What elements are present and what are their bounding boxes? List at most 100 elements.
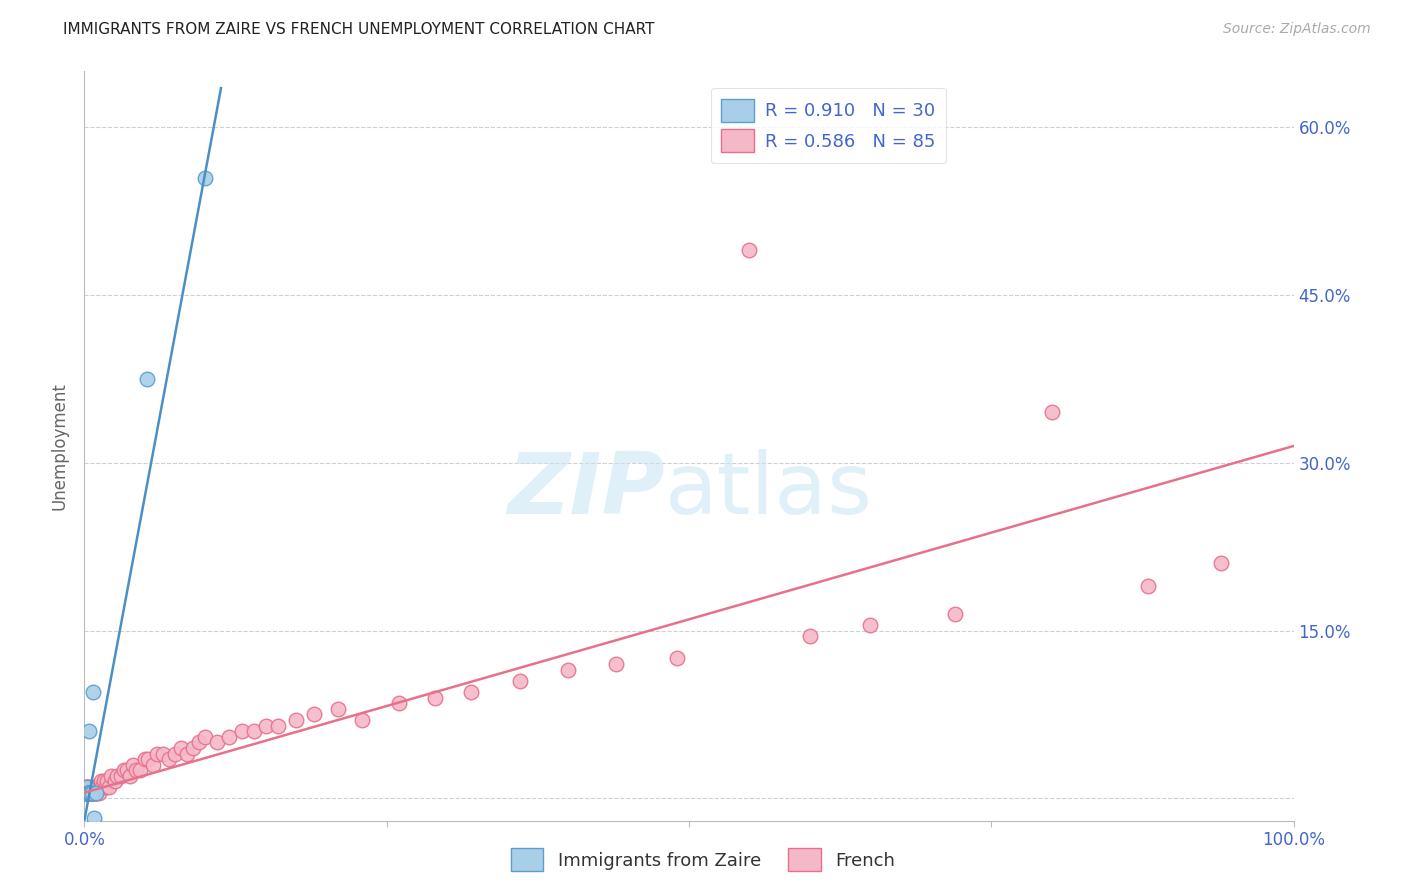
Point: [194, 170, 217, 185]
Point: [75, 780, 97, 794]
Point: [100, 769, 122, 783]
Point: [97, 780, 120, 794]
Point: [328, 702, 350, 716]
Point: [146, 747, 169, 761]
Point: [93, 774, 115, 789]
Point: [96, 774, 118, 789]
Point: [87, 786, 110, 800]
Point: [77, 786, 100, 800]
Point: [136, 372, 159, 386]
Point: [104, 774, 127, 789]
Point: [75, 786, 97, 800]
Point: [77, 786, 100, 800]
Point: [231, 724, 253, 739]
Point: [80, 786, 103, 800]
Point: [86, 780, 108, 794]
Point: [77, 786, 100, 800]
Point: [80, 786, 103, 800]
Point: [82, 685, 104, 699]
Point: [79, 786, 101, 800]
Point: [242, 724, 264, 739]
Point: [83, 786, 105, 800]
Point: [138, 752, 160, 766]
Point: [77, 786, 100, 800]
Point: [460, 685, 482, 699]
Point: [509, 673, 531, 688]
Point: [86, 780, 108, 794]
Point: [79, 786, 101, 800]
Point: [218, 730, 240, 744]
Text: atlas: atlas: [665, 450, 873, 533]
Point: [76, 786, 98, 800]
Point: [94, 780, 117, 794]
Point: [605, 657, 627, 671]
Point: [129, 764, 152, 778]
Point: [799, 629, 821, 643]
Point: [738, 244, 761, 258]
Point: [82, 780, 104, 794]
Point: [557, 663, 579, 677]
Point: [121, 757, 143, 772]
Point: [79, 786, 101, 800]
Point: [157, 752, 180, 766]
Point: [112, 764, 135, 778]
Point: [352, 713, 374, 727]
Point: [76, 786, 98, 800]
Point: [83, 786, 105, 800]
Point: [79, 786, 101, 800]
Point: [423, 690, 446, 705]
Point: [79, 786, 101, 800]
Legend: R = 0.910   N = 30, R = 0.586   N = 85: R = 0.910 N = 30, R = 0.586 N = 85: [710, 88, 946, 163]
Point: [76, 786, 98, 800]
Point: [110, 769, 132, 783]
Point: [194, 730, 217, 744]
Point: [80, 786, 103, 800]
Point: [943, 607, 966, 621]
Point: [76, 786, 98, 800]
Point: [83, 811, 105, 825]
Point: [1209, 557, 1232, 571]
Point: [84, 786, 107, 800]
Point: [77, 786, 100, 800]
Point: [79, 786, 101, 800]
Point: [134, 752, 156, 766]
Point: [76, 786, 98, 800]
Point: [91, 780, 114, 794]
Point: [152, 747, 174, 761]
Point: [77, 786, 100, 800]
Point: [859, 618, 882, 632]
Point: [176, 747, 198, 761]
Point: [89, 780, 111, 794]
Point: [77, 786, 100, 800]
Point: [115, 764, 138, 778]
Point: [77, 786, 100, 800]
Point: [120, 769, 142, 783]
Point: [105, 769, 128, 783]
Point: [170, 741, 193, 756]
Point: [86, 786, 108, 800]
Point: [1040, 405, 1063, 419]
Point: [76, 786, 98, 800]
Point: [86, 786, 108, 800]
Point: [165, 747, 187, 761]
Point: [75, 786, 97, 800]
Legend: Immigrants from Zaire, French: Immigrants from Zaire, French: [503, 841, 903, 879]
Point: [77, 786, 100, 800]
Point: [302, 707, 325, 722]
Point: [75, 786, 97, 800]
Point: [77, 780, 100, 794]
Point: [665, 651, 688, 665]
Point: [77, 786, 100, 800]
Point: [1137, 579, 1160, 593]
Point: [77, 724, 100, 739]
Point: [75, 786, 97, 800]
Point: [188, 735, 211, 749]
Point: [77, 786, 100, 800]
Text: Source: ZipAtlas.com: Source: ZipAtlas.com: [1223, 22, 1371, 37]
Point: [77, 786, 100, 800]
Point: [267, 718, 290, 732]
Point: [207, 735, 229, 749]
Point: [75, 786, 97, 800]
Text: IMMIGRANTS FROM ZAIRE VS FRENCH UNEMPLOYMENT CORRELATION CHART: IMMIGRANTS FROM ZAIRE VS FRENCH UNEMPLOY…: [63, 22, 655, 37]
Point: [76, 780, 98, 794]
